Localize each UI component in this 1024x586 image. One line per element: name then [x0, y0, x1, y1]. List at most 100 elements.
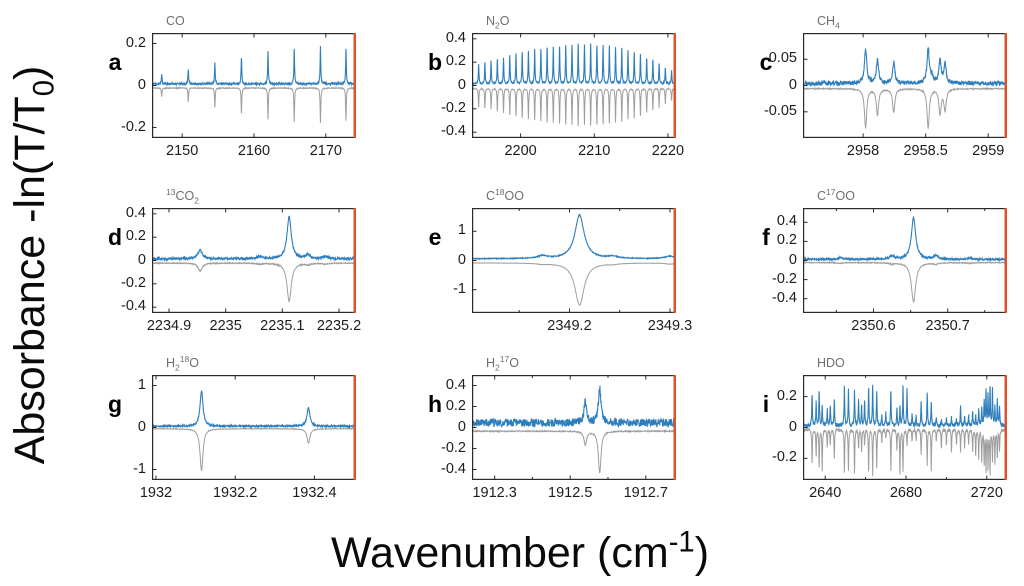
y-tick-label: -0.2: [121, 274, 146, 291]
axes-border: [152, 208, 357, 314]
x-tick-label: 2958.5: [903, 143, 948, 159]
x-tick-label: 2150: [166, 143, 199, 159]
sample-trace: [152, 215, 356, 263]
y-tick-label: 0: [137, 76, 146, 93]
panel-title-b: N2O: [486, 14, 510, 31]
reference-trace: [803, 86, 1007, 130]
sample-trace: [152, 390, 356, 430]
x-tick-label: 1912.7: [623, 485, 668, 501]
panel-letter-e: e: [428, 224, 442, 250]
y-tick-label: 0.4: [776, 213, 797, 230]
y-tick-label: -0.2: [772, 270, 797, 287]
x-tick-label: 2235: [209, 318, 242, 334]
y-tick-label: -0.4: [441, 123, 466, 140]
x-tick-label: 2720: [970, 485, 1003, 501]
axis-ticks: [803, 208, 986, 313]
sample-trace: [472, 43, 676, 86]
x-tick-label: 2170: [309, 143, 342, 159]
y-tick-label: -1: [133, 460, 146, 477]
panel-title-i: HDO: [817, 356, 845, 370]
reference-trace: [472, 262, 676, 307]
panel-title-h: H217O: [486, 353, 519, 373]
sample-trace: [803, 46, 1007, 88]
y-tick-label: 1: [137, 376, 146, 393]
panel-plot-c: [803, 32, 1008, 143]
y-tick-label: 0.05: [768, 50, 797, 67]
panel-letter-i: i: [762, 391, 770, 417]
plot-svg-a: [152, 32, 357, 139]
y-tick-label: 0: [788, 76, 797, 93]
panel-letter-f: f: [762, 224, 770, 250]
y-tick-label: 0: [788, 251, 797, 268]
x-tick-label: 2349.3: [647, 318, 693, 334]
panel-title-e: C18OO: [486, 186, 524, 203]
axis-ticks: [152, 33, 327, 138]
panel-plot-a: [152, 32, 357, 143]
x-tick-label: 2959: [972, 143, 1005, 159]
panel-letter-b: b: [427, 49, 443, 75]
sample-trace: [803, 216, 1007, 263]
y-tick-label: 0.2: [776, 387, 797, 404]
axis-ticks: [152, 208, 340, 313]
x-tick-label: 2349.2: [547, 318, 592, 334]
y-tick-label: 0.2: [776, 232, 797, 249]
panel-letter-d: d: [107, 224, 123, 250]
y-tick-label: -0.2: [772, 449, 797, 466]
axes-border: [472, 33, 677, 139]
panel-letter-h: h: [427, 391, 443, 417]
y-tick-label: -0.4: [772, 289, 797, 306]
plot-svg-h: [472, 374, 677, 481]
plot-svg-e: [472, 207, 677, 314]
panel-plot-i: [803, 374, 1008, 485]
x-tick-label: 1932: [139, 485, 173, 501]
panel-plot-d: [152, 207, 357, 318]
axis-ticks: [472, 33, 669, 138]
plot-svg-b: [472, 32, 677, 139]
y-tick-label: 0: [788, 418, 797, 435]
panel-letter-c: c: [759, 49, 773, 75]
y-tick-label: -0.2: [121, 118, 146, 135]
y-tick-label: -0.05: [763, 102, 797, 119]
panel-plot-g: [152, 374, 357, 485]
panel-plot-h: [472, 374, 677, 485]
x-tick-label: 2680: [889, 485, 923, 501]
y-tick-label: 0: [457, 418, 466, 435]
x-tick-label: 2234.9: [146, 318, 192, 334]
x-tick-label: 2235.1: [260, 318, 305, 334]
axis-ticks: [803, 375, 988, 480]
x-tick-label: 2220: [651, 143, 685, 159]
axis-ticks: [472, 375, 647, 480]
y-tick-label: 0.2: [125, 228, 146, 245]
axes-border: [803, 375, 1008, 481]
plot-svg-i: [803, 374, 1008, 481]
x-tick-label: 2160: [237, 143, 271, 159]
x-tick-label: 2640: [809, 485, 842, 501]
y-tick-label: 0.2: [445, 397, 466, 414]
sample-trace: [152, 46, 356, 87]
sample-trace: [472, 385, 676, 429]
x-tick-label: 2235.2: [316, 318, 362, 334]
y-tick-label: -0.2: [441, 99, 466, 116]
x-tick-label: 1932.2: [212, 485, 258, 501]
y-tick-label: 0: [457, 76, 466, 93]
sample-trace: [472, 213, 676, 261]
y-tick-label: 0.2: [445, 53, 466, 70]
x-tick-label: 2350.7: [925, 318, 970, 334]
plot-svg-c: [803, 32, 1008, 139]
axis-ticks: [472, 208, 671, 313]
panel-title-d: 13CO2: [166, 186, 199, 206]
x-tick-label: 2958: [846, 143, 880, 159]
y-tick-label: -0.4: [441, 460, 466, 477]
panel-plot-e: [472, 207, 677, 318]
axes-border: [472, 375, 677, 481]
y-tick-label: 0.4: [125, 204, 146, 221]
panel-title-c: CH4: [817, 14, 840, 31]
panel-plot-b: [472, 32, 677, 143]
plot-svg-g: [152, 374, 357, 481]
axis-ticks: [152, 375, 315, 480]
panel-letter-a: a: [108, 49, 122, 75]
y-tick-label: 0: [137, 418, 146, 435]
x-tick-label: 1912.3: [472, 485, 517, 501]
y-tick-label: 0.4: [445, 29, 466, 46]
reference-trace: [472, 429, 676, 474]
